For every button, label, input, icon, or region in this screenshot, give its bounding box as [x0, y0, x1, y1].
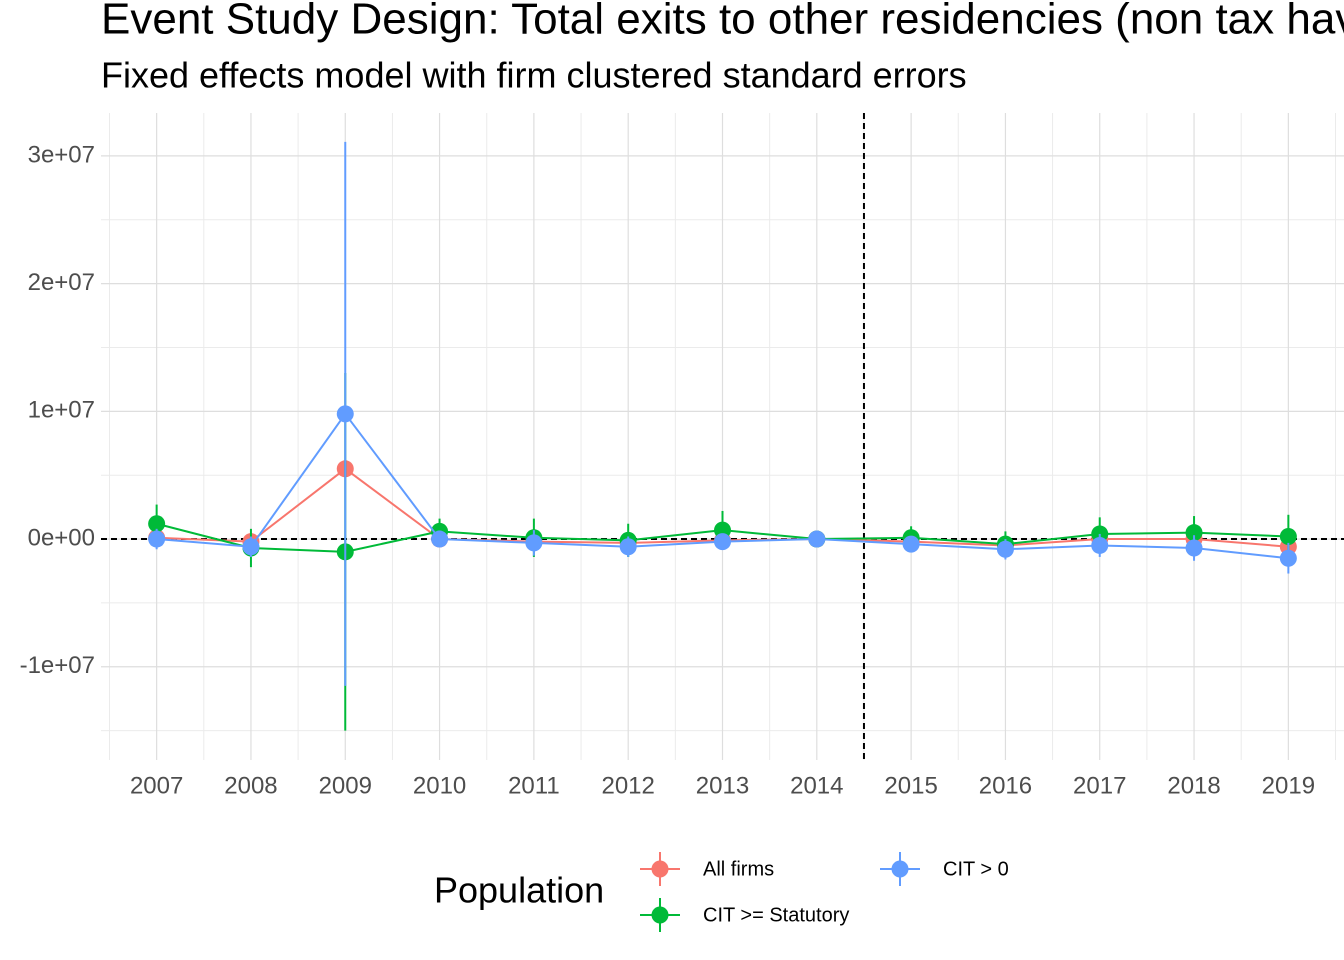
point [148, 515, 166, 533]
point [431, 530, 449, 548]
legend-key [891, 860, 909, 878]
point [1091, 536, 1109, 554]
legend-label: CIT > 0 [943, 858, 1009, 880]
point [1279, 549, 1297, 567]
chart-title: Event Study Design: Total exits to other… [101, 0, 1344, 44]
legend-label: CIT >= Statutory [703, 904, 849, 926]
point [619, 538, 637, 556]
x-tick-label: 2009 [319, 772, 372, 799]
y-tick-label: 3e+07 [28, 141, 95, 168]
x-tick-label: 2008 [224, 772, 277, 799]
y-tick-label: 1e+07 [28, 397, 95, 424]
x-tick-label: 2015 [884, 772, 937, 799]
point [1279, 528, 1297, 546]
point [996, 540, 1014, 558]
point [714, 533, 731, 551]
x-tick-label: 2011 [508, 772, 560, 799]
x-tick-label: 2017 [1073, 772, 1126, 799]
legend-key [651, 906, 669, 924]
point [1185, 539, 1203, 557]
point [148, 530, 166, 548]
legend-key [651, 860, 669, 878]
x-tick-label: 2010 [413, 772, 466, 799]
x-tick-label: 2012 [601, 772, 654, 799]
point [1185, 524, 1203, 542]
chart-subtitle: Fixed effects model with firm clustered … [101, 55, 967, 96]
point [336, 405, 354, 423]
x-tick-label: 2013 [696, 772, 749, 799]
x-tick-label: 2019 [1262, 772, 1315, 799]
x-tick-label: 2016 [979, 772, 1032, 799]
y-tick-label: 2e+07 [28, 269, 95, 296]
y-tick-label: -1e+07 [20, 652, 95, 679]
point [242, 538, 260, 556]
point [808, 530, 826, 548]
point [902, 535, 920, 553]
x-tick-label: 2014 [790, 772, 843, 799]
y-tick-label: 0e+00 [28, 524, 95, 551]
x-tick-label: 2007 [130, 772, 183, 799]
x-tick-label: 2018 [1167, 772, 1220, 799]
legend-title: Population [434, 870, 604, 911]
point [525, 534, 543, 552]
legend-label: All firms [703, 858, 774, 880]
